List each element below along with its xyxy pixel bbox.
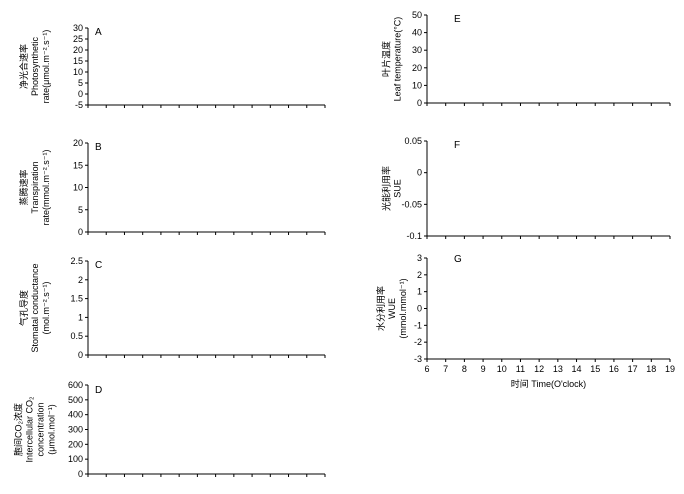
panel-d-letter: D: [95, 385, 102, 396]
panel-e-y-tick-label: 10: [412, 80, 422, 90]
panel-e-y-tick-label: 30: [412, 45, 422, 55]
panel-c-y-axis-label: Stomatal conductance: [30, 263, 40, 352]
panel-c-y-tick-label: 0: [78, 350, 83, 360]
panel-d: 0 100 200 300 400 500 600 D 胞间CO₂浓度 Intercellular…: [13, 380, 326, 479]
panel-g-x-tick-label: 10: [497, 364, 507, 374]
panel-a-y-tick-label: 30: [73, 23, 83, 33]
panel-b-y-tick-label: 5: [78, 205, 83, 215]
panel-c-y-tick-label: 1.5: [70, 294, 83, 304]
panel-c-y-tick-label: 1: [78, 312, 83, 322]
panel-e-letter: E: [454, 14, 461, 25]
panel-d-y-axis-label: Intercellular CO₂: [25, 396, 35, 463]
panel-d-y-tick-label: 400: [68, 410, 83, 420]
panel-g-y-tick-label: 0: [417, 304, 422, 314]
panel-g-y-axis-label: WUE: [387, 298, 397, 319]
panel-f-y-tick-label: -0.05: [401, 199, 422, 209]
panel-g-y-axis-label: 水分利用率: [375, 286, 386, 331]
panel-e-y-axis-label: Leaf temperature(°C): [393, 17, 403, 102]
panel-g-x-tick-label: 8: [462, 364, 467, 374]
panel-b-y-tick-label: 0: [78, 227, 83, 237]
panel-e-y-tick-label: 0: [417, 98, 422, 108]
panel-e-y-tick-label: 20: [412, 63, 422, 73]
panel-a-y-axis-label: rate(μmol.m⁻².s⁻¹): [41, 30, 51, 104]
panel-f-y-tick-label: 0: [417, 168, 422, 178]
panel-a-y-tick-label: 15: [73, 56, 83, 66]
panel-d-y-tick-label: 300: [68, 425, 83, 435]
panel-d-y-tick-label: 500: [68, 395, 83, 405]
panel-g-x-tick-label: 7: [443, 364, 448, 374]
panel-g-y-axis-label: (mmol.mmol⁻¹): [398, 278, 408, 338]
panel-d-y-tick-label: 200: [68, 439, 83, 449]
panel-g-y-tick-label: 2: [417, 270, 422, 280]
panel-d-y-tick-label: 600: [68, 380, 83, 390]
panel-a-y-tick-label: -5: [75, 100, 83, 110]
panel-a-letter: A: [95, 27, 102, 38]
panel-e-y-axis-label: 叶片温度: [381, 41, 392, 77]
panel-g-letter: G: [454, 254, 462, 265]
panel-g-x-tick-label: 9: [481, 364, 486, 374]
panel-f-letter: F: [454, 140, 460, 151]
panel-b-letter: B: [95, 142, 102, 153]
panel-g-x-tick-label: 15: [590, 364, 600, 374]
panel-g-y-tick-label: 3: [417, 253, 422, 263]
panel-c-y-axis-label: 气孔导度: [18, 290, 29, 326]
panel-a-y-tick-label: 5: [78, 78, 83, 88]
panel-g-x-axis-label: 时间 Time(O'clock): [511, 378, 586, 389]
panel-d-y-axis-label: 胞间CO₂浓度: [13, 403, 24, 456]
panel-g-y-tick-label: -2: [414, 337, 422, 347]
panel-b-y-tick-label: 20: [73, 138, 83, 148]
panel-b-y-axis-label: Transpiration: [30, 161, 40, 213]
panel-d-y-tick-label: 0: [78, 469, 83, 479]
panel-e: 0 10 20 30 40 50 E 叶片温度 Leaf temperature(°C): [381, 10, 671, 108]
panel-d-y-axis-label: concentration: [36, 402, 46, 456]
panel-b-y-tick-label: 15: [73, 160, 83, 170]
panel-g-y-tick-label: -3: [414, 354, 422, 364]
panel-g-x-tick-label: 19: [665, 364, 675, 374]
panel-e-y-tick-label: 40: [412, 28, 422, 38]
panel-f: -0.1 -0.05 0 0.05 F 光能利用率 SUE: [381, 136, 671, 241]
panel-g-y-tick-label: 1: [417, 287, 422, 297]
panel-f-y-tick-label: -0.1: [406, 231, 422, 241]
panel-d-y-tick-label: 100: [68, 454, 83, 464]
panel-g-x-tick-label: 14: [572, 364, 582, 374]
panel-f-y-tick-label: 0.05: [404, 136, 422, 146]
panel-c-y-tick-label: 0.5: [70, 331, 83, 341]
panel-g-x-tick-label: 16: [609, 364, 619, 374]
panel-d-y-axis-label: (μmol.mol⁻¹): [47, 404, 57, 454]
panel-b-y-axis-label: 蒸腾速率: [18, 169, 29, 205]
panel-g-x-tick-label: 13: [553, 364, 563, 374]
panel-g-x-tick-label: 12: [534, 364, 544, 374]
panel-c-y-axis-label: (mol.m⁻².s⁻¹): [41, 282, 51, 335]
panel-a-y-axis-label: Photosynthetic: [30, 36, 40, 96]
panel-g-x-tick-label: 6: [424, 364, 429, 374]
panel-a-y-axis-label: 净光合速率: [18, 44, 29, 89]
panel-a-y-tick-label: 0: [78, 89, 83, 99]
panel-b: 0 5 10 15 20 B 蒸腾速率 Transpiration rate(mmol.m⁻².…: [18, 138, 326, 237]
panel-b-y-tick-label: 10: [73, 183, 83, 193]
panel-a-y-tick-label: 10: [73, 67, 83, 77]
panel-g-x-tick-label: 11: [516, 364, 525, 374]
panel-f-y-axis-label: 光能利用率: [381, 166, 392, 211]
panel-g-x-tick-label: 18: [646, 364, 656, 374]
panel-g-x-tick-label: 17: [628, 364, 638, 374]
panel-g-y-tick-label: -1: [414, 320, 422, 330]
panel-b-y-axis-label: rate(mmol.m⁻².s⁻¹): [41, 150, 51, 226]
panel-e-y-tick-label: 50: [412, 10, 422, 20]
panel-c-letter: C: [95, 260, 102, 271]
panel-a-y-tick-label: 20: [73, 45, 83, 55]
panel-c: 0 0.5 1 1.5 2 2.5 C 气孔导度 Stomatal conductance (mo…: [18, 256, 326, 360]
panel-f-y-axis-label: SUE: [393, 179, 403, 198]
panel-a-y-tick-label: 25: [73, 34, 83, 44]
panel-c-y-tick-label: 2.5: [70, 256, 83, 266]
panel-c-y-tick-label: 2: [78, 275, 83, 285]
